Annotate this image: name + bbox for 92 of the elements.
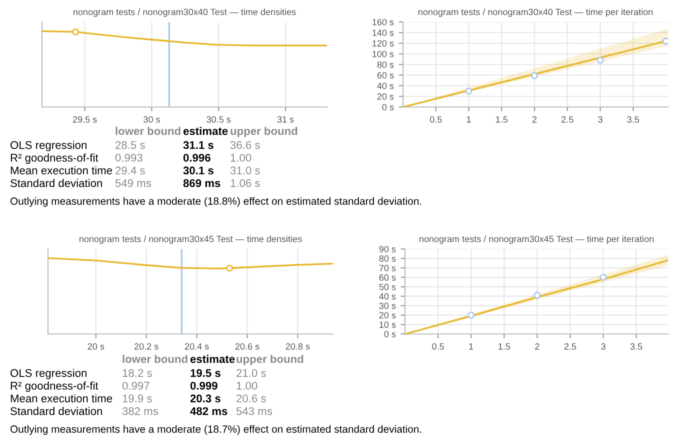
text: 31.0 s xyxy=(230,166,260,174)
y-tick-label: 60 s xyxy=(379,274,396,281)
text: 0.996 xyxy=(183,154,210,162)
y-tick-label: 0 s xyxy=(382,104,394,110)
y-tick-label: 40 s xyxy=(379,293,396,300)
x-tick-label: 1.5 xyxy=(496,116,508,123)
x-tick-label: 0.5 xyxy=(430,116,442,123)
text: upper bound xyxy=(230,126,298,138)
y-tick-label: 20 s xyxy=(377,93,394,100)
y-tick-label: 20 s xyxy=(379,312,396,318)
x-tick-label: 1 xyxy=(466,116,471,123)
y-tick-label: 140 s xyxy=(372,30,394,36)
x-tick-label: 3.5 xyxy=(630,343,642,350)
y-tick-label: 0 s xyxy=(384,330,396,338)
text: Mean execution time xyxy=(10,166,112,174)
text: 869 ms xyxy=(183,179,220,188)
x-tick-label: 2.5 xyxy=(564,343,576,350)
point xyxy=(534,292,541,299)
text: lower bound xyxy=(116,126,180,135)
text: 21.0 s xyxy=(236,369,266,377)
text: upper bound xyxy=(236,354,304,366)
text: 1.00 xyxy=(236,382,258,390)
y-tick-label: 90 s xyxy=(379,246,396,252)
x-tick-label: 2 xyxy=(532,116,537,123)
x-tick-label: 3 xyxy=(598,116,602,123)
x-tick-label: 30 s xyxy=(144,116,160,123)
text: 382 ms xyxy=(122,407,158,416)
x-tick-label: 2.5 xyxy=(562,116,574,123)
text: 543 ms xyxy=(236,407,272,416)
x-tick-label: 20.6 s xyxy=(235,343,260,350)
y-tick-label: 80 s xyxy=(377,61,394,68)
text: 31.1 s xyxy=(183,141,214,149)
text: 20.3 s xyxy=(190,394,220,402)
x-tick-label: 20.4 s xyxy=(184,343,209,350)
text: 19.5 s xyxy=(190,369,220,377)
text: Outlying measurements have a moderate (18.8%) effect on estimated standard deviation. xyxy=(10,197,422,207)
chart-title: nonogram tests / nonogram30x45 Test — time densities xyxy=(80,236,302,244)
text: 0.993 xyxy=(115,154,142,162)
x-tick-label: 31 s xyxy=(277,116,294,123)
text: 30.1 s xyxy=(183,166,214,174)
y-tick-label: 70 s xyxy=(379,264,396,272)
y-tick-label: 30 s xyxy=(379,302,396,310)
text: OLS regression xyxy=(10,140,86,152)
point xyxy=(531,72,538,80)
text: lower bound xyxy=(122,354,188,363)
text: estimate xyxy=(190,354,235,363)
text: 36.6 s xyxy=(230,141,260,149)
y-tick-label: 160 s xyxy=(372,18,394,26)
text: Standard deviation xyxy=(10,178,102,188)
y-tick-label: 100 s xyxy=(372,50,394,58)
x-tick-label: 1 xyxy=(469,343,474,350)
text: Outlying measurements have a moderate (18.7%) effect on estimated standard deviation. xyxy=(10,425,422,435)
text: OLS regression xyxy=(10,368,86,380)
y-tick-label: 120 s xyxy=(372,40,394,47)
text: 1.06 s xyxy=(230,179,260,188)
y-tick-label: 50 s xyxy=(379,284,396,290)
text: estimate xyxy=(183,126,228,135)
y-tick-label: 80 s xyxy=(379,255,396,262)
y-tick-label: 60 s xyxy=(377,72,394,78)
text: R² goodness-of-fit xyxy=(10,382,98,392)
text: 0.999 xyxy=(190,382,218,390)
chart-title: nonogram tests / nonogram30x40 Test — time densities xyxy=(74,8,296,17)
x-tick-label: 20 s xyxy=(88,343,104,350)
x-tick-label: 29.5 s xyxy=(72,116,97,123)
x-tick-label: 2 xyxy=(535,343,540,350)
point xyxy=(465,88,472,95)
x-tick-label: 1.5 xyxy=(498,343,510,350)
text: 20.6 s xyxy=(236,394,266,402)
x-tick-label: 20.8 s xyxy=(286,343,310,350)
x-tick-label: 20.2 s xyxy=(134,343,158,350)
text: 28.5 s xyxy=(116,141,145,149)
point xyxy=(600,274,607,281)
y-tick-label: 40 s xyxy=(377,82,394,90)
text: 482 ms xyxy=(190,407,228,416)
text: Standard deviation xyxy=(10,406,102,416)
text: 19.9 s xyxy=(122,394,152,402)
text: R² goodness-of-fit xyxy=(10,154,98,164)
text: 0.997 xyxy=(122,382,150,390)
point xyxy=(596,56,604,64)
chart-title: nonogram tests / nonogram30x40 Test — time per iteration xyxy=(418,8,653,17)
text: 29.4 s xyxy=(116,166,145,174)
text: 18.2 s xyxy=(122,369,152,377)
point xyxy=(468,312,475,319)
x-tick-label: 3.5 xyxy=(627,116,640,123)
text: Mean execution time xyxy=(10,394,112,402)
y-tick-label: 10 s xyxy=(380,322,396,328)
x-tick-label: 0.5 xyxy=(432,343,444,350)
x-tick-label: 3 xyxy=(601,343,606,350)
chart-title: nonogram tests / nonogram30x45 Test — time per iteration xyxy=(420,236,654,244)
text: 549 ms xyxy=(115,179,152,188)
x-tick-label: 30.5 s xyxy=(206,116,231,123)
text: 1.00 xyxy=(230,154,252,162)
